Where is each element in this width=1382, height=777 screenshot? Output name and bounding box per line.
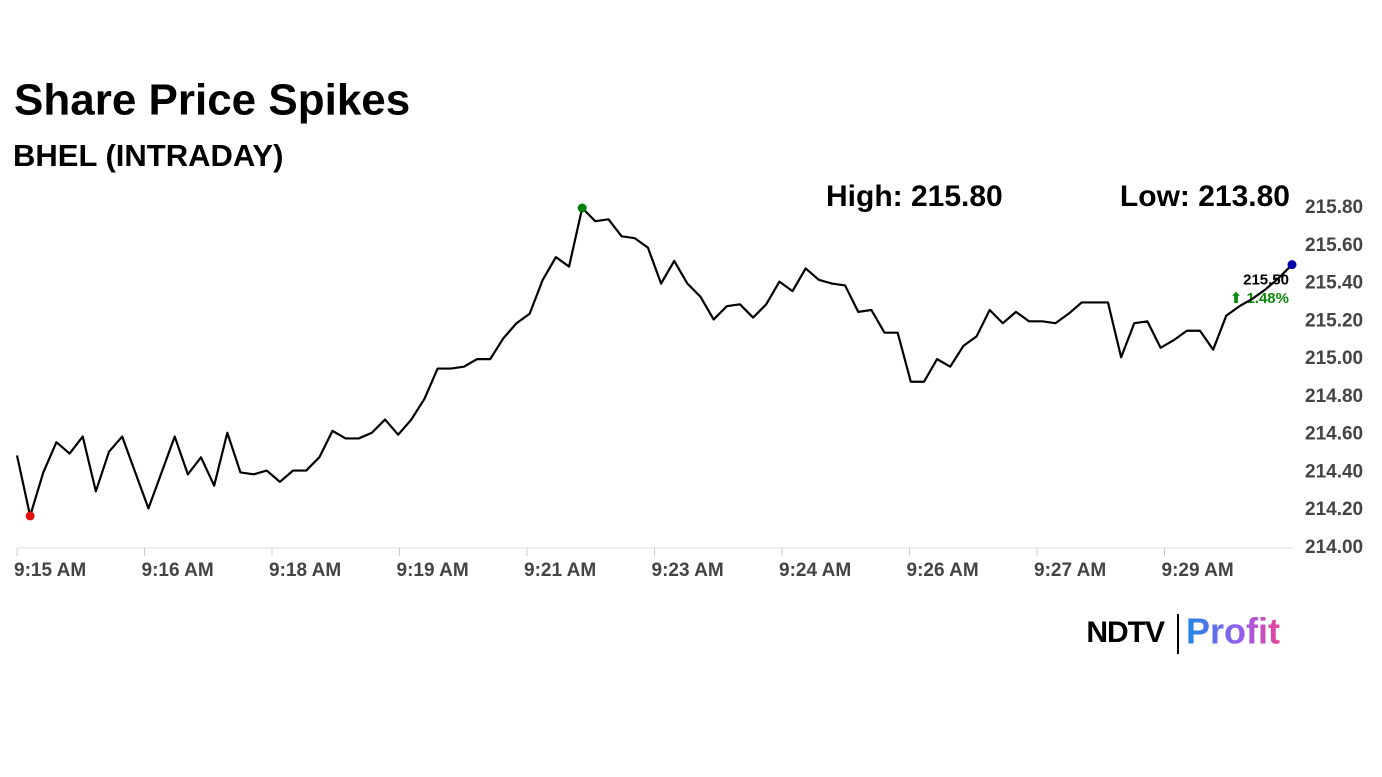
y-tick-label: 215.40 — [1305, 273, 1363, 294]
low-label: Low: 213.80 — [1120, 180, 1290, 213]
y-tick-label: 215.60 — [1305, 235, 1363, 256]
x-tick-label: 9:15 AM — [14, 560, 86, 581]
x-tick-label: 9:29 AM — [1162, 560, 1234, 581]
price-marker — [25, 511, 35, 521]
x-tick-label: 9:19 AM — [397, 560, 469, 581]
logo-left: NDTV — [1086, 616, 1165, 649]
y-tick-label: 214.00 — [1305, 537, 1363, 558]
y-tick-label: 214.20 — [1305, 499, 1363, 520]
x-tick-label: 9:27 AM — [1034, 560, 1106, 581]
value-label: 215.50 — [1243, 272, 1289, 289]
x-tick-label: 9:21 AM — [524, 560, 596, 581]
chart-subtitle: BHEL (INTRADAY) — [13, 138, 283, 173]
high-label: High: 215.80 — [826, 180, 1003, 213]
price-marker — [577, 203, 587, 213]
x-tick-label: 9:18 AM — [269, 560, 341, 581]
chart-title: Share Price Spikes — [14, 76, 410, 125]
y-tick-label: 214.40 — [1305, 461, 1363, 482]
x-tick-label: 9:26 AM — [907, 560, 979, 581]
y-tick-label: 215.20 — [1305, 310, 1363, 331]
logo-right: Profit — [1186, 611, 1280, 652]
x-tick-label: 9:24 AM — [779, 560, 851, 581]
y-tick-label: 214.60 — [1305, 424, 1363, 445]
y-tick-label: 215.80 — [1305, 197, 1363, 218]
y-tick-label: 215.00 — [1305, 348, 1363, 369]
x-tick-label: 9:16 AM — [142, 560, 214, 581]
price-marker — [1287, 260, 1297, 270]
y-tick-label: 214.80 — [1305, 386, 1363, 407]
price-line — [15, 206, 1293, 517]
x-tick-label: 9:23 AM — [652, 560, 724, 581]
